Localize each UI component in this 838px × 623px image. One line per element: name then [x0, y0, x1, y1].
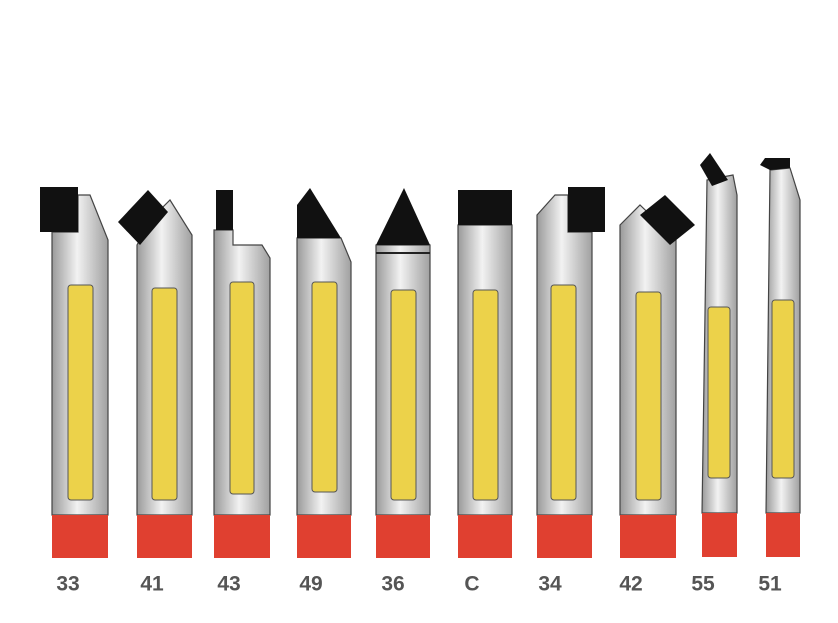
tool-label: 55 [691, 573, 715, 596]
tool-49 [296, 188, 352, 558]
tool-label: C [464, 573, 479, 596]
tool-42 [619, 195, 695, 558]
tool-55 [700, 153, 738, 557]
tool-51 [760, 158, 801, 557]
tool-33 [40, 187, 109, 558]
tool-label: 49 [299, 573, 322, 596]
tool-43 [213, 190, 271, 558]
tool-label: 36 [381, 573, 404, 596]
tool-label: 43 [217, 573, 240, 596]
tool-label: 41 [140, 573, 164, 596]
tool-label: 33 [56, 573, 79, 596]
tool-36 [375, 188, 431, 558]
tool-label: 42 [619, 573, 642, 596]
tool-41 [118, 190, 193, 558]
tool-c [457, 190, 513, 558]
tool-label: 34 [538, 573, 562, 596]
tool-label: 51 [758, 573, 782, 596]
tool-34 [536, 187, 605, 558]
